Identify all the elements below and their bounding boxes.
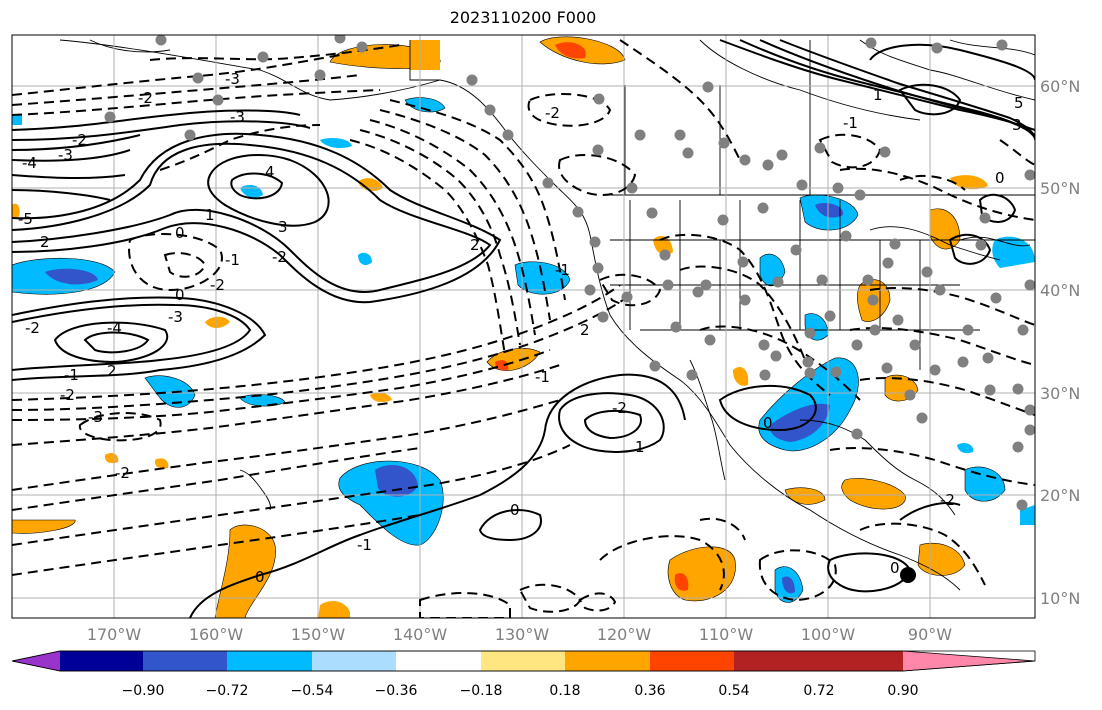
contour-label: 2 (107, 362, 117, 380)
contour-label: 4 (265, 163, 275, 181)
colorbar-segment (481, 651, 565, 671)
plot-frame (11, 34, 1036, 619)
highlight-station-marker (900, 567, 916, 583)
dashed-contours (12, 39, 1035, 618)
contour-label: -2 (115, 464, 130, 482)
contour-label: -3 (88, 408, 103, 426)
colorbar-segment (650, 651, 734, 671)
colorbar-label: −0.90 (122, 683, 165, 699)
colorbar-segment (60, 651, 143, 671)
colorbar-segment (12, 651, 60, 671)
lon-tick-label: 120°W (597, 625, 652, 644)
colorbar-label: −0.72 (206, 683, 249, 699)
contour-label: 5 (1014, 94, 1024, 112)
contour-label: -2 (940, 491, 955, 509)
plot-area (12, 35, 1035, 618)
colorbar-segment (903, 651, 1035, 671)
gridlines (12, 35, 1035, 618)
lon-tick-label: 170°W (87, 625, 142, 644)
contour-label: -2 (272, 248, 287, 266)
contour-label: 3 (1012, 116, 1022, 134)
contour-label: 2 (470, 236, 480, 254)
lon-tick-label: 160°W (189, 625, 244, 644)
colorbar-segment (143, 651, 227, 671)
contour-label: -2 (612, 399, 627, 417)
lat-tick-label: 10°N (1040, 589, 1080, 608)
contour-label: 2 (580, 321, 590, 339)
contour-label: -2 (138, 89, 153, 107)
contour-label: -2 (545, 104, 560, 122)
colorbar-segment (312, 651, 396, 671)
colorbar-label: 0.90 (887, 683, 918, 699)
contour-label: 0 (175, 224, 185, 242)
colorbar-label: 0.54 (718, 683, 749, 699)
colorbar-label: 0.18 (549, 683, 580, 699)
lat-tick-label: 30°N (1040, 384, 1080, 403)
colorbar-segment (227, 651, 312, 671)
lon-tick-label: 90°W (908, 625, 952, 644)
contour-label: -1 (555, 261, 570, 279)
contour-label: -5 (18, 210, 33, 228)
contour-label: 1 (873, 86, 883, 104)
colorbar-segment (734, 651, 819, 671)
contour-label: 2 (40, 233, 50, 251)
map-title: 2023110200 F000 (449, 8, 597, 27)
anomaly-shading (12, 36, 1035, 618)
contour-label: 0 (890, 559, 900, 577)
lon-tick-labels: 170°W 160°W 150°W 140°W 130°W 120°W 110°… (87, 625, 952, 644)
contour-label: -1 (843, 114, 858, 132)
contour-label: -3 (225, 70, 240, 88)
lat-tick-label: 50°N (1040, 179, 1080, 198)
colorbar-label: 0.36 (634, 683, 665, 699)
contour-label: 0 (175, 286, 185, 304)
contour-label: 3 (278, 218, 288, 236)
contour-label: -4 (22, 154, 37, 172)
contour-label: -1 (225, 251, 240, 269)
lat-tick-label: 40°N (1040, 281, 1080, 300)
contour-label: -3 (58, 146, 73, 164)
contour-label: -1 (535, 368, 550, 386)
colorbar-segment (819, 651, 903, 671)
contour-label: -2 (210, 276, 225, 294)
colorbar-label: 0.72 (803, 683, 834, 699)
lat-tick-labels: 60°N 50°N 40°N 30°N 20°N 10°N (1040, 77, 1080, 608)
contour-label: 0 (510, 501, 520, 519)
station-markers (104, 35, 1035, 511)
contour-label: -2 (25, 319, 40, 337)
contour-labels: -3 -2 -3 -2 -3 -4 2 -5 -2 4 3 2 -1 0 -2 … (18, 70, 1024, 586)
contour-label: 1 (205, 206, 215, 224)
contour-label: -2 (72, 131, 87, 149)
lat-tick-label: 60°N (1040, 77, 1080, 96)
contour-label: -3 (168, 308, 183, 326)
colorbar-segment (565, 651, 650, 671)
contour-label: 1 (635, 438, 645, 456)
contour-label: 0 (763, 414, 773, 432)
colorbar-segment (396, 651, 481, 671)
colorbar: −0.90 −0.72 −0.54 −0.36 −0.18 0.18 0.36 … (11, 650, 1036, 699)
contour-label: -2 (60, 386, 75, 404)
colorbar-label: −0.54 (291, 683, 334, 699)
contour-label: 0 (255, 568, 265, 586)
contour-label: -1 (357, 536, 372, 554)
lon-tick-label: 140°W (393, 625, 448, 644)
lon-tick-label: 130°W (495, 625, 550, 644)
colorbar-label: −0.36 (375, 683, 418, 699)
lat-tick-label: 20°N (1040, 486, 1080, 505)
lon-tick-label: 110°W (699, 625, 754, 644)
contour-label: -3 (230, 108, 245, 126)
lon-tick-label: 150°W (291, 625, 346, 644)
contour-label: -4 (107, 319, 122, 337)
colorbar-label: −0.18 (460, 683, 503, 699)
lon-tick-label: 100°W (801, 625, 856, 644)
contour-label: 0 (995, 169, 1005, 187)
solid-contours (12, 39, 1035, 618)
contour-label: -1 (64, 366, 79, 384)
